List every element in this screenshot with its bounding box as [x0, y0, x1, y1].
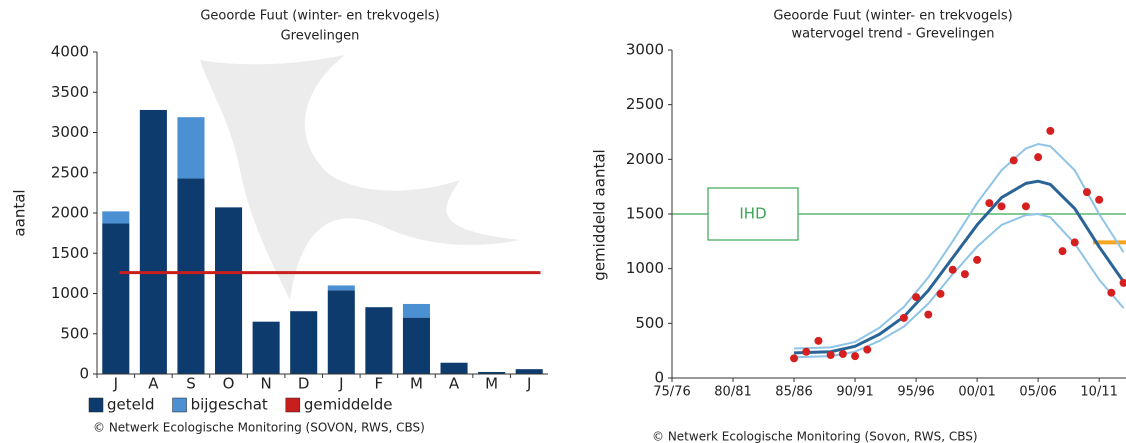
y-axis-label: gemiddeld aantal: [591, 149, 609, 280]
y-tick-label: 0: [79, 365, 89, 383]
data-point: [912, 293, 921, 302]
reference-label-box: [707, 187, 799, 241]
x-tick-label: S: [186, 375, 196, 393]
trend-line: [794, 213, 1125, 359]
bar: [102, 223, 130, 374]
data-point: [1009, 156, 1018, 165]
source-note: © Netwerk Ecologische Monitoring (SOVON,…: [93, 421, 425, 435]
data-point: [1058, 247, 1067, 256]
bar: [139, 109, 167, 375]
bar: [515, 369, 543, 374]
y-tick-label: 3500: [51, 83, 89, 101]
x-tick-label: M: [485, 375, 498, 393]
bar: [177, 178, 205, 374]
y-tick-label: 500: [60, 324, 89, 342]
x-tick-label: 05/06: [1019, 385, 1056, 400]
data-point: [851, 352, 860, 361]
data-point: [838, 349, 847, 358]
data-point: [1034, 153, 1043, 162]
y-tick-label: 2000: [51, 204, 89, 222]
bar: [102, 211, 130, 224]
x-tick-label: M: [410, 375, 423, 393]
bar: [402, 303, 430, 318]
data-point: [1082, 188, 1091, 197]
legend-label: bijgeschat: [191, 396, 268, 414]
bar: [365, 307, 393, 374]
swallow-silhouette: [200, 55, 520, 300]
data-point: [814, 336, 823, 345]
legend-swatch: [172, 397, 187, 413]
data-point: [863, 345, 872, 354]
x-tick-label: 75/76: [653, 385, 690, 400]
y-tick-label: 1500: [51, 244, 89, 262]
bar: [478, 371, 506, 374]
data-point: [1070, 238, 1079, 247]
x-tick-label: J: [526, 375, 531, 393]
chart-title: Geoorde Fuut (winter- en trekvogels): [773, 9, 1012, 24]
x-tick-label: 10/11: [1080, 385, 1117, 400]
legend-swatch: [88, 397, 104, 413]
y-tick-label: 3000: [51, 123, 89, 141]
data-point: [826, 351, 835, 360]
data-point: [802, 347, 811, 356]
bar: [177, 117, 205, 179]
y-tick-label: 1000: [626, 259, 664, 277]
bar: [327, 290, 355, 374]
y-tick-label: 1500: [626, 205, 664, 223]
reference-label: IHD: [739, 205, 766, 223]
x-tick-label: A: [148, 375, 159, 393]
x-tick-label: 90/91: [836, 385, 873, 400]
data-point: [1095, 195, 1104, 204]
data-point: [1021, 202, 1030, 211]
data-point: [936, 289, 945, 298]
x-tick-label: N: [261, 375, 272, 393]
trend-line: [794, 143, 1125, 350]
data-point: [973, 255, 982, 264]
x-tick-label: J: [113, 375, 118, 393]
data-point: [985, 199, 994, 208]
y-axis-label: aantal: [11, 189, 29, 236]
bar: [327, 285, 355, 291]
y-tick-label: 2000: [626, 150, 664, 168]
x-tick-label: A: [449, 375, 460, 393]
chart-subtitle: watervogel trend - Grevelingen: [791, 27, 994, 42]
legend-label: geteld: [107, 396, 155, 414]
y-tick-label: 500: [635, 314, 664, 332]
data-point: [790, 354, 799, 363]
data-point: [948, 265, 957, 274]
x-tick-label: 85/86: [775, 385, 812, 400]
bar: [290, 311, 318, 374]
source-note: © Netwerk Ecologische Monitoring (Sovon,…: [652, 430, 978, 443]
data-point: [997, 202, 1006, 211]
x-tick-label: F: [375, 375, 384, 393]
y-tick-label: 0: [654, 369, 664, 387]
data-point: [1119, 278, 1126, 287]
y-tick-label: 2500: [626, 95, 664, 113]
legend-swatch: [285, 397, 301, 413]
data-point: [899, 313, 908, 322]
trend-line: [793, 179, 1125, 355]
data-point: [1107, 288, 1116, 297]
y-tick-label: 2500: [51, 163, 89, 181]
x-tick-label: D: [298, 375, 310, 393]
data-point: [1046, 126, 1055, 135]
bar: [440, 362, 468, 374]
bar: [215, 207, 243, 374]
x-tick-label: 80/81: [714, 385, 751, 400]
y-tick-label: 4000: [51, 43, 89, 61]
data-point: [960, 270, 969, 279]
chart-subtitle: Grevelingen: [281, 29, 360, 44]
y-tick-label: 1000: [51, 284, 89, 302]
data-point: [924, 310, 933, 319]
bar: [252, 321, 280, 374]
bar: [402, 317, 430, 374]
x-tick-label: O: [223, 375, 235, 393]
x-tick-label: J: [338, 375, 343, 393]
legend-label: gemiddelde: [304, 396, 393, 414]
chart-title: Geoorde Fuut (winter- en trekvogels): [200, 9, 439, 24]
x-tick-label: 95/96: [897, 385, 934, 400]
y-tick-label: 3000: [626, 41, 664, 59]
x-tick-label: 00/01: [958, 385, 995, 400]
